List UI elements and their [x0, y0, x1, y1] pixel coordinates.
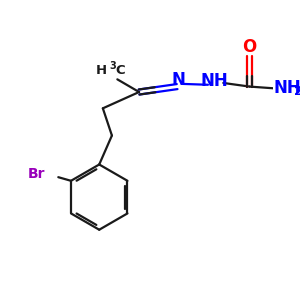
Text: N: N [171, 71, 185, 89]
Text: NH: NH [274, 80, 300, 98]
Text: O: O [242, 38, 257, 56]
Text: NH: NH [200, 72, 228, 90]
Text: H: H [95, 64, 106, 77]
Text: C: C [116, 64, 125, 77]
Text: Br: Br [28, 167, 46, 181]
Text: 2: 2 [294, 85, 300, 98]
Text: 3: 3 [109, 61, 116, 71]
